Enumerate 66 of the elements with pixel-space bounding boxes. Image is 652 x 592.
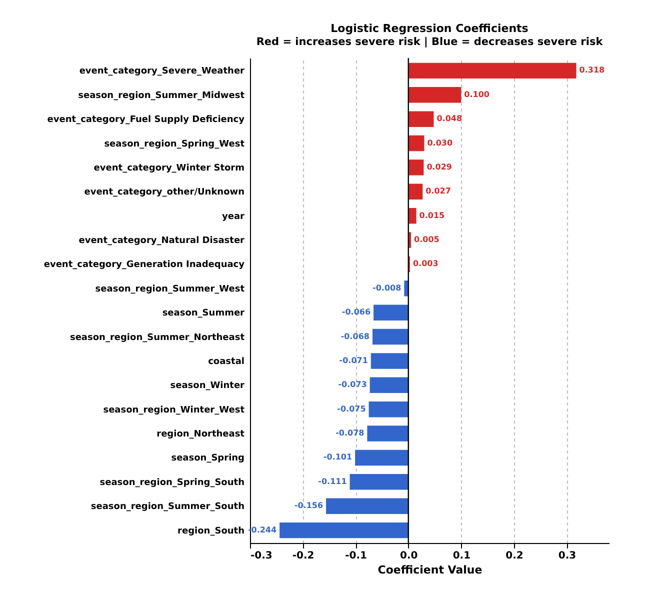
data-label: -0.075 <box>337 404 366 414</box>
y-tick-label: season_region_Spring_South <box>100 478 244 488</box>
y-tick-label: event_category_Natural Disaster <box>78 236 246 246</box>
y-tick-label: event_category_Generation Inadequacy <box>44 260 245 270</box>
x-tick-label: 0.1 <box>452 550 471 562</box>
y-tick-label: event_category_Winter Storm <box>94 163 244 174</box>
data-label: -0.068 <box>340 332 370 341</box>
chart-subtitle: Red = increases severe risk | Blue = decreases severe risk <box>256 36 604 48</box>
x-tick-label: -0.3 <box>250 550 272 562</box>
data-label: 0.029 <box>426 162 452 172</box>
x-tick-label: -0.2 <box>292 550 314 562</box>
y-tick-label: season_region_Summer_South <box>90 502 244 512</box>
y-tick-label: year <box>222 212 246 222</box>
data-label: -0.066 <box>342 308 371 317</box>
x-tick-label: -0.1 <box>345 550 368 562</box>
y-tick-label: event_category_Severe_Weather <box>79 66 246 77</box>
y-tick-label: coastal <box>208 356 244 367</box>
x-tick-label: 0.2 <box>506 550 524 562</box>
bar <box>370 377 408 394</box>
bar <box>355 450 408 466</box>
y-tick-label: region_South <box>178 526 244 536</box>
data-label: -0.073 <box>338 380 367 390</box>
y-tick-label: season_region_Summer_Midwest <box>78 90 246 101</box>
data-label: -0.008 <box>372 283 402 292</box>
y-tick-label: season_region_Winter_West <box>103 405 246 416</box>
data-label: 0.030 <box>427 138 453 148</box>
y-tick-label: season_Spring <box>171 454 244 464</box>
y-tick-label: season_Winter <box>170 381 246 392</box>
data-label: 0.048 <box>436 114 462 124</box>
y-tick-label: event_category_Fuel Supply Deficiency <box>47 115 245 126</box>
bar <box>408 62 576 79</box>
bar <box>408 208 416 224</box>
data-label: -0.156 <box>294 501 324 510</box>
bar <box>326 498 408 514</box>
bar <box>368 401 408 418</box>
bar <box>367 426 408 442</box>
bar <box>370 353 408 369</box>
bar <box>408 160 424 176</box>
data-label: 0.027 <box>426 186 451 196</box>
y-tick-label: region_Northeast <box>156 430 246 440</box>
bar <box>408 111 434 127</box>
bar <box>408 87 462 103</box>
data-label: -0.111 <box>318 476 348 486</box>
y-tick-label: event_category_other/Unknown <box>84 188 244 198</box>
y-tick-label: season_region_Spring_West <box>104 139 246 150</box>
x-tick-label: 0.3 <box>558 550 576 562</box>
data-label: 0.100 <box>464 90 490 99</box>
bar <box>374 304 408 320</box>
data-label: -0.078 <box>336 428 365 438</box>
bar <box>408 135 424 152</box>
data-label: 0.005 <box>414 235 440 244</box>
data-label: 0.015 <box>419 210 446 220</box>
x-tick-label: 0.0 <box>400 550 418 562</box>
y-tick-label: season_region_Summer_West <box>95 284 246 294</box>
y-tick-label: season_Summer <box>162 308 246 319</box>
y-tick-label: season_region_Summer_Northeast <box>70 332 246 343</box>
bar <box>408 184 423 200</box>
data-label: 0.318 <box>579 66 606 75</box>
data-label: -0.101 <box>323 452 352 462</box>
chart-title: Logistic Regression Coefficients <box>330 22 529 35</box>
data-label: 0.003 <box>412 259 438 268</box>
x-axis-title: Coefficient Value <box>378 564 482 576</box>
data-label: -0.071 <box>339 356 368 365</box>
bar <box>372 328 408 345</box>
bar <box>350 474 408 490</box>
bar <box>280 522 408 538</box>
